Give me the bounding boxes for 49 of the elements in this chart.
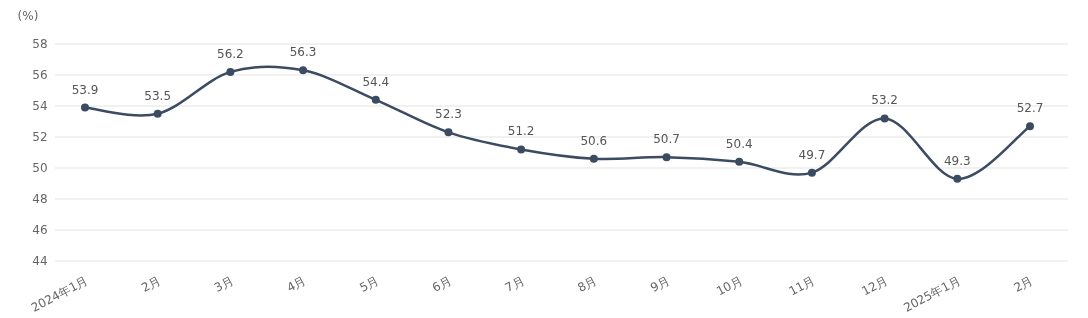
x-tick-label: 7月	[502, 273, 527, 295]
y-tick-label: 56	[32, 68, 48, 82]
data-label: 50.6	[580, 133, 608, 148]
data-label: 53.5	[144, 88, 172, 103]
x-tick-label: 2月	[1011, 273, 1036, 295]
point	[589, 154, 598, 163]
data-label: 50.7	[653, 132, 680, 147]
y-tick-label: 46	[32, 223, 48, 237]
x-tick-label: 9月	[648, 273, 672, 295]
data-label: 51.2	[507, 124, 535, 139]
y-tick-label: 58	[32, 37, 48, 51]
x-tick-label: 5月	[357, 273, 382, 295]
y-tick-label: 48	[32, 192, 48, 206]
point	[81, 103, 89, 112]
x-tick-label: 2月	[139, 273, 164, 295]
data-label: 50.4	[725, 136, 753, 151]
y-tick-label: 54	[32, 99, 48, 113]
point	[226, 67, 235, 76]
data-label: 52.7	[1016, 101, 1044, 116]
y-tick-label: 44	[32, 254, 48, 268]
x-tick-label: 12月	[859, 273, 891, 299]
point	[662, 153, 671, 162]
x-tick-label: 4月	[284, 273, 309, 295]
data-label: 49.7	[798, 147, 826, 162]
y-tick-label: 52	[32, 130, 48, 144]
y-tick-label: 50	[32, 161, 48, 175]
x-tick-label: 6月	[429, 273, 454, 295]
point	[299, 66, 308, 75]
point	[807, 168, 816, 177]
point	[1026, 122, 1034, 131]
point	[953, 174, 962, 183]
x-tick-label: 8月	[575, 273, 600, 295]
point	[517, 145, 526, 154]
data-label: 53.2	[871, 93, 898, 108]
point	[444, 128, 453, 137]
data-label: 52.3	[435, 107, 462, 122]
data-label: 56.2	[217, 46, 244, 61]
x-tick-label: 10月	[713, 273, 745, 299]
point	[371, 95, 380, 104]
x-tick-label: 11月	[786, 273, 818, 299]
y-axis-title: (%)	[17, 9, 39, 23]
point	[735, 157, 744, 166]
point	[880, 114, 889, 123]
data-label: 53.9	[71, 82, 99, 97]
data-label: 56.3	[289, 45, 317, 60]
point	[153, 109, 162, 118]
data-label: 54.4	[362, 74, 390, 89]
data-label: 49.3	[943, 153, 971, 168]
x-tick-label: 3月	[211, 273, 236, 295]
